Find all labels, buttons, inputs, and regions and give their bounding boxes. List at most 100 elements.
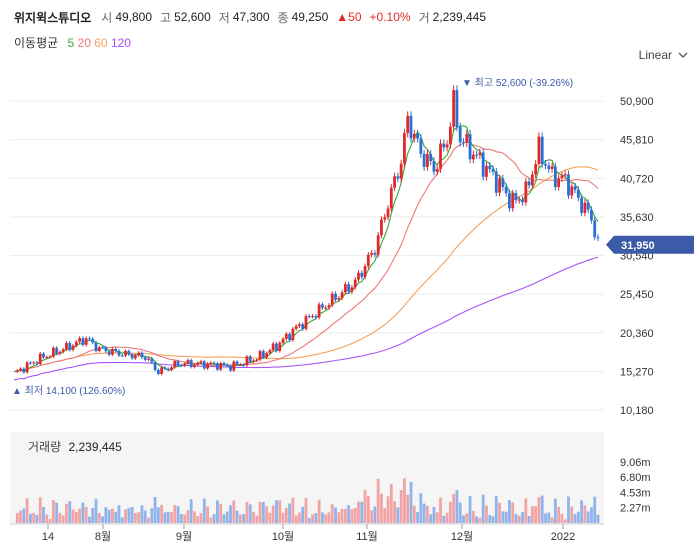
- candle-body: [127, 350, 131, 355]
- volume-bar: [403, 478, 406, 523]
- volume-bar: [170, 512, 173, 523]
- candle-body: [301, 324, 305, 329]
- volume-bar: [117, 505, 121, 523]
- candle-body: [32, 362, 36, 364]
- volume-bar: [435, 512, 439, 523]
- candle-body: [432, 161, 436, 172]
- candle-body: [48, 356, 52, 358]
- x-tick-label: 9월: [176, 530, 192, 543]
- high-value: 52,600: [174, 10, 211, 24]
- volume-bar: [160, 504, 164, 523]
- volume-bar: [425, 506, 429, 523]
- candle-body: [74, 341, 78, 346]
- change-percent: +0.10%: [369, 10, 411, 24]
- candle-body: [383, 217, 387, 220]
- candle-body: [412, 133, 416, 139]
- candle-body: [42, 353, 45, 358]
- volume-bar: [304, 497, 308, 523]
- min-annotation: ▲ 최저 14,100 (126.60%): [12, 385, 125, 397]
- volume-bar: [301, 506, 305, 523]
- volume-bar: [380, 493, 383, 523]
- volume-bar: [202, 498, 206, 523]
- plot-area: [10, 85, 604, 420]
- candle-body: [386, 208, 390, 218]
- close-label: 종: [277, 10, 289, 25]
- candle-body: [281, 338, 285, 343]
- volume-bar: [15, 513, 19, 523]
- candle-body: [291, 328, 295, 340]
- candle-body: [478, 152, 482, 156]
- candle-body: [199, 361, 203, 363]
- ma-20-label: 20: [77, 36, 91, 50]
- candle-body: [403, 133, 406, 164]
- candle-body: [550, 166, 554, 169]
- candle-body: [222, 363, 226, 365]
- candle-body: [570, 186, 574, 196]
- volume-bar: [534, 506, 538, 523]
- x-tick-label: 8월: [95, 530, 111, 543]
- candle-body: [120, 355, 124, 357]
- volume-bar: [124, 509, 127, 523]
- volume-bar: [71, 509, 75, 523]
- volume-bar: [193, 511, 196, 523]
- volume-bar: [261, 501, 265, 523]
- volume-bar: [452, 493, 456, 523]
- stock-name: 위지윅스튜디오: [14, 10, 92, 25]
- volume-bar: [55, 502, 59, 523]
- volume-bar: [429, 514, 433, 523]
- volume-bar: [347, 505, 351, 523]
- candle-body: [534, 164, 538, 175]
- volume-bar: [511, 502, 515, 523]
- scale-dropdown[interactable]: Linear: [639, 48, 688, 62]
- volume-bar: [153, 497, 157, 523]
- y-tick-label: 50,900: [620, 96, 654, 108]
- y-tick-label: 40,720: [620, 173, 654, 185]
- candle-body: [209, 362, 213, 364]
- volume-bar: [540, 495, 544, 523]
- candle-body: [186, 360, 190, 364]
- volume-bar: [330, 504, 334, 523]
- candle-body: [527, 181, 531, 186]
- volume-bar: [245, 501, 249, 523]
- candle-body: [442, 143, 446, 148]
- candle-body: [340, 292, 344, 299]
- volume-bar: [314, 513, 318, 523]
- candle-body: [350, 287, 354, 292]
- candle-body: [547, 165, 551, 169]
- volume-bar: [143, 510, 147, 523]
- volume-bar: [183, 514, 187, 523]
- candle-body: [419, 138, 423, 154]
- volume-bar: [104, 507, 108, 523]
- volume-bar: [88, 516, 91, 523]
- candle-body: [396, 176, 400, 179]
- volume-bar: [478, 517, 482, 523]
- candle-body: [416, 133, 419, 139]
- volume-tick-label: 2.27m: [620, 503, 651, 515]
- volume-bar: [393, 501, 396, 523]
- candle-body: [458, 126, 462, 143]
- volume-bar: [199, 512, 203, 523]
- close-value: 49,250: [291, 10, 329, 24]
- candle-body: [317, 304, 321, 318]
- candle-body: [225, 364, 229, 367]
- candle-body: [111, 348, 114, 355]
- volume-bar: [173, 504, 177, 523]
- volume-bar: [422, 503, 426, 523]
- volume-bar: [94, 498, 98, 523]
- volume-bar: [498, 502, 501, 523]
- volume-bar: [334, 507, 337, 523]
- volume-bar: [527, 515, 531, 523]
- candle-body: [202, 361, 206, 369]
- candle-body: [166, 368, 170, 370]
- volume-bar: [504, 511, 508, 523]
- candle-body: [245, 356, 249, 366]
- candle-body: [61, 349, 65, 352]
- candle-body: [524, 181, 528, 203]
- candle-body: [347, 284, 351, 292]
- open-label: 시: [101, 10, 113, 25]
- candle-body: [514, 193, 518, 201]
- volume-bar: [225, 511, 229, 523]
- volume-bar: [22, 508, 26, 523]
- volume-bar: [508, 500, 511, 523]
